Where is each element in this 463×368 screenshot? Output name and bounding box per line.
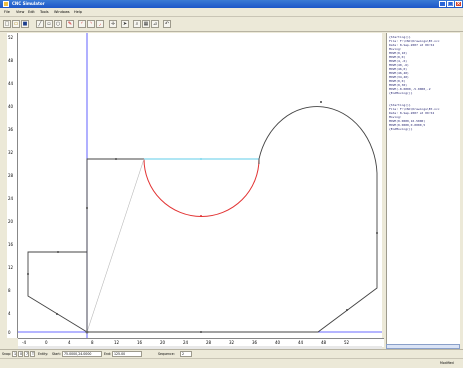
y-tick: 12 (8, 265, 13, 270)
toolbar: □ ▭ ■ ╱ ▫ ○ ✎ ◜ ◝ ◞ ✛ ➤ ⌕ ▦ ⊿ ↶ (0, 17, 463, 32)
left-step-path (28, 252, 87, 332)
marker (200, 331, 202, 333)
drawing-svg (18, 33, 382, 338)
marker (376, 232, 378, 234)
y-tick: 20 (8, 219, 13, 224)
entity-label: Entity: (38, 352, 48, 357)
menu-tools[interactable]: Tools (40, 9, 49, 15)
x-tick: 4 (68, 340, 71, 345)
start-field: 75.0000,24.0000 (62, 351, 102, 357)
rect-icon[interactable]: ▫ (45, 20, 53, 28)
window-title: CNC Simulator (12, 0, 45, 8)
y-tick: 44 (8, 81, 13, 86)
open-icon[interactable]: ▭ (12, 20, 20, 28)
end-label: End: (104, 352, 111, 357)
gcode-panel[interactable]: {Starting()} File: F:\CNC\Drawings\EX.nc… (386, 33, 460, 344)
start-label: Start: (52, 352, 61, 357)
mode-indicator: Modified (440, 361, 454, 366)
y-tick: 4 (8, 311, 11, 316)
construction-line (87, 159, 144, 332)
drawing-canvas[interactable] (18, 33, 382, 338)
zoom-icon[interactable]: ⌕ (133, 20, 141, 28)
snap-field[interactable]: 7 (24, 351, 29, 357)
pen-icon[interactable]: ✎ (66, 20, 74, 28)
menu-bar: File View Edit Tools Windows Help (0, 8, 463, 17)
arc3-icon[interactable]: ◞ (96, 20, 104, 28)
marker (27, 273, 29, 275)
x-tick: 52 (344, 340, 349, 345)
y-tick: 0 (8, 330, 11, 335)
x-tick: 36 (252, 340, 257, 345)
x-tick: 28 (206, 340, 211, 345)
maximize-button[interactable]: □ (447, 1, 454, 7)
marker (56, 313, 58, 315)
snap-field[interactable]: T (30, 351, 35, 357)
profile-right-bottom (87, 173, 377, 332)
title-bar: CNC Simulator _ □ × (0, 0, 463, 8)
x-tick: -4 (22, 340, 26, 345)
y-tick: 8 (8, 288, 11, 293)
y-tick: 24 (8, 196, 13, 201)
y-tick: 16 (8, 242, 13, 247)
grid-icon[interactable]: ▦ (142, 20, 150, 28)
end-field: 125.00 (112, 351, 142, 357)
y-tick: 40 (8, 104, 13, 109)
y-tick: 32 (8, 150, 13, 155)
code-line: {EndMoving()} (389, 91, 412, 95)
arc-icon[interactable]: ◜ (78, 20, 86, 28)
new-icon[interactable]: □ (3, 20, 11, 28)
x-tick: 44 (298, 340, 303, 345)
code-line: {EndMoving()} (389, 127, 412, 131)
y-tick: 36 (8, 127, 13, 132)
red-arc-path (144, 159, 259, 216)
marker (346, 309, 348, 311)
marker (320, 101, 322, 103)
x-tick: 48 (321, 340, 326, 345)
marker (86, 207, 88, 209)
sequence-label: Sequence: (158, 352, 175, 357)
app-icon (3, 1, 9, 7)
x-tick: 16 (137, 340, 142, 345)
menu-help[interactable]: Help (74, 9, 82, 15)
x-tick: 8 (91, 340, 94, 345)
minimize-button[interactable]: _ (439, 1, 446, 7)
y-tick: 52 (8, 35, 13, 40)
x-tick: 40 (275, 340, 280, 345)
menu-view[interactable]: View (16, 9, 24, 15)
sequence-field[interactable]: 2 (180, 351, 192, 357)
measure-icon[interactable]: ⊿ (151, 20, 159, 28)
x-tick: 32 (229, 340, 234, 345)
y-tick: 48 (8, 58, 13, 63)
marker (57, 251, 59, 253)
move-icon[interactable]: ✛ (109, 20, 117, 28)
marker (200, 158, 202, 160)
marker (200, 215, 202, 217)
save-icon[interactable]: ■ (21, 20, 29, 28)
x-tick: 0 (45, 340, 48, 345)
snap-field[interactable]: 1 (12, 351, 17, 357)
circle-icon[interactable]: ○ (54, 20, 62, 28)
right-arc-path (259, 107, 377, 173)
marker (115, 158, 117, 160)
x-tick: 12 (114, 340, 119, 345)
menu-file[interactable]: File (4, 9, 10, 15)
arc2-icon[interactable]: ◝ (87, 20, 95, 28)
origin-marker (86, 331, 89, 334)
menu-edit[interactable]: Edit (28, 9, 35, 15)
cursor-icon[interactable]: ➤ (121, 20, 129, 28)
y-tick: 28 (8, 173, 13, 178)
line-icon[interactable]: ╱ (36, 20, 44, 28)
snap-label: Snap: (2, 352, 11, 357)
close-button[interactable]: × (455, 1, 462, 7)
vertical-ruler: 52 48 44 40 36 32 28 24 20 16 12 8 4 0 (7, 33, 18, 338)
snap-field[interactable]: 0 (18, 351, 23, 357)
x-tick: 20 (160, 340, 165, 345)
menu-windows[interactable]: Windows (54, 9, 70, 15)
x-tick: 24 (183, 340, 188, 345)
undo-icon[interactable]: ↶ (163, 20, 171, 28)
